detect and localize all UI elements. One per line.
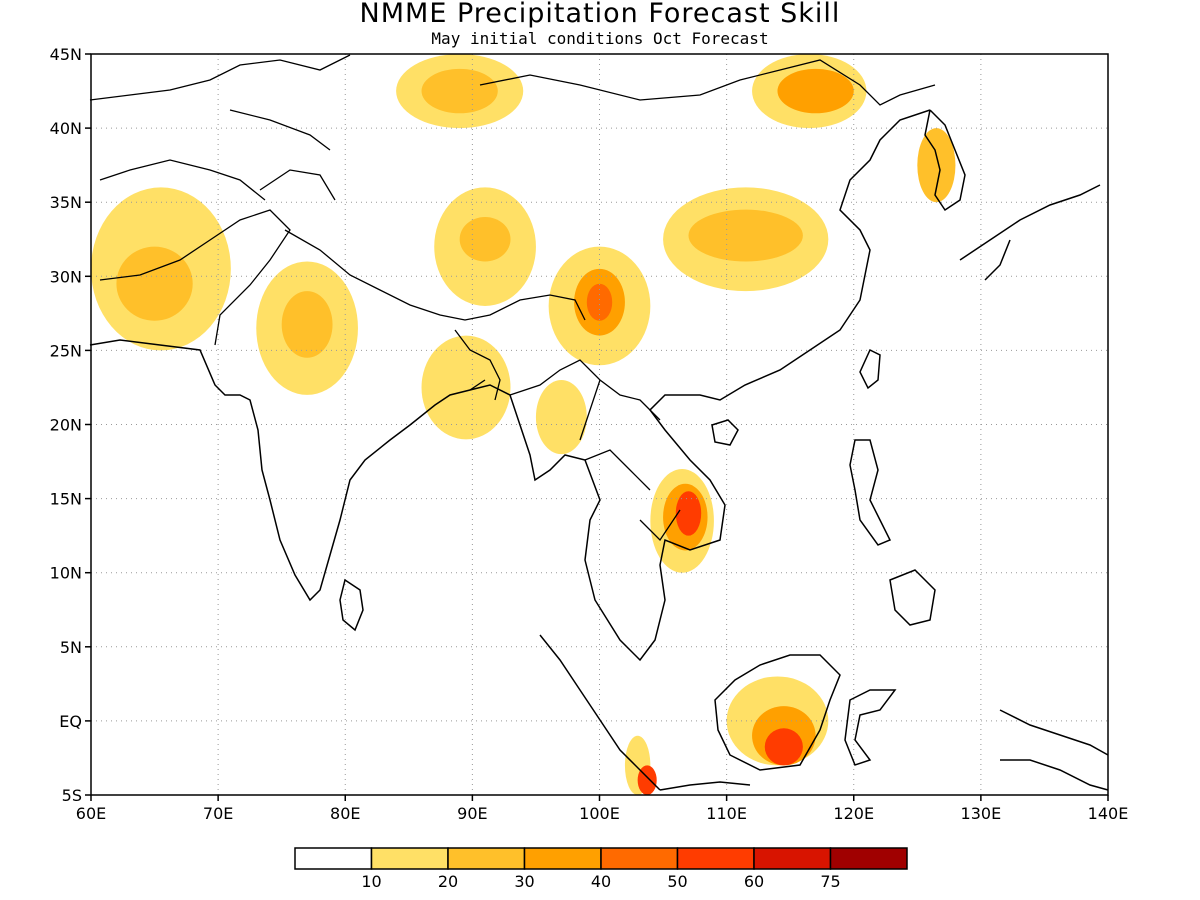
pakistan-india-border <box>99 209 291 346</box>
lat-tick-label: 25N <box>50 341 82 360</box>
skill-region-central-china-core <box>688 209 803 262</box>
colorbar-swatch <box>600 847 679 870</box>
lat-tick-label: 35N <box>50 193 82 212</box>
lon-tick-label: 60E <box>76 804 106 823</box>
skill-region-borneo-peak <box>764 728 803 766</box>
malay-peninsula-coastline <box>539 634 661 791</box>
sulawesi-coastline <box>844 689 897 766</box>
lon-tick-label: 70E <box>203 804 233 823</box>
colorbar-label: 75 <box>820 872 840 891</box>
china-mongolia-border <box>479 59 936 106</box>
lon-tick-label: 90E <box>457 804 487 823</box>
skill-region-central-india <box>281 291 333 358</box>
longitude-labels: 60E 70E 80E 90E 100E 110E 120E 130E 140E <box>76 795 1129 823</box>
japan-coastline <box>959 184 1101 281</box>
luzon-coastline <box>849 439 892 546</box>
colorbar-label: 30 <box>514 872 534 891</box>
colorbar-label: 40 <box>591 872 611 891</box>
colorbar-swatch <box>676 847 755 870</box>
map-subtitle: May initial conditions Oct Forecast <box>431 29 768 48</box>
lat-tick-label: 5S <box>62 786 82 805</box>
map-title: NMME Precipitation Forecast Skill <box>360 0 841 29</box>
skill-shading <box>91 54 956 795</box>
lat-tick-label: 5N <box>60 638 82 657</box>
lon-tick-label: 100E <box>579 804 620 823</box>
lon-tick-label: 140E <box>1088 804 1129 823</box>
colorbar-label: 50 <box>667 872 687 891</box>
lat-tick-label: 20N <box>50 416 82 435</box>
borneo-coastline <box>714 654 841 771</box>
lat-tick-label: 15N <box>50 490 82 509</box>
lon-tick-label: 120E <box>833 804 874 823</box>
lat-tick-label: EQ <box>59 712 82 731</box>
lon-tick-label: 80E <box>330 804 360 823</box>
taiwan-coastline <box>859 348 881 390</box>
colorbar: 10 20 30 40 50 60 75 <box>294 847 908 891</box>
new-guinea-coastline <box>999 709 1109 791</box>
skill-region-korea <box>917 128 956 203</box>
latitude-labels: 45N 40N 35N 30N 25N 20N 15N 10N 5N EQ 5S <box>50 45 91 805</box>
colorbar-label: 20 <box>438 872 458 891</box>
colorbar-swatch <box>753 847 832 870</box>
skill-region-tibet-west-core <box>459 217 511 262</box>
lat-tick-label: 10N <box>50 564 82 583</box>
colorbar-swatch <box>829 847 908 870</box>
korea-coastline <box>924 109 966 212</box>
gridlines <box>91 54 1108 795</box>
skill-region-bangladesh <box>421 335 511 440</box>
colorbar-swatch <box>294 847 373 870</box>
himalaya-border <box>284 229 586 321</box>
country-borders <box>89 54 936 542</box>
sri-lanka-coastline <box>339 578 364 632</box>
skill-region-vietnam-peak <box>675 491 702 536</box>
lat-tick-label: 30N <box>50 267 82 286</box>
skill-region-yunnan-peak <box>586 283 613 321</box>
colorbar-label: 10 <box>361 872 381 891</box>
skill-region-iran-core <box>116 246 193 321</box>
hainan-coastline <box>711 419 739 446</box>
skill-region-myanmar <box>535 380 587 455</box>
colorbar-swatch <box>447 847 526 870</box>
java-coastline <box>659 781 751 791</box>
asia-coastline <box>89 109 931 662</box>
coastlines <box>89 109 1109 791</box>
lat-tick-label: 45N <box>50 45 82 64</box>
central-asia-borders <box>89 54 351 201</box>
northeast-india-borders <box>454 329 501 401</box>
skill-region-mongolia-core <box>777 68 854 114</box>
colorbar-swatch <box>370 847 449 870</box>
skill-region-xinjiang-core <box>421 68 498 114</box>
lat-tick-label: 40N <box>50 119 82 138</box>
mindanao-coastline <box>889 569 936 626</box>
indochina-borders <box>509 359 681 542</box>
colorbar-label: 60 <box>744 872 764 891</box>
lon-tick-label: 130E <box>961 804 1002 823</box>
colorbar-swatch <box>523 847 602 870</box>
lon-tick-label: 110E <box>706 804 747 823</box>
